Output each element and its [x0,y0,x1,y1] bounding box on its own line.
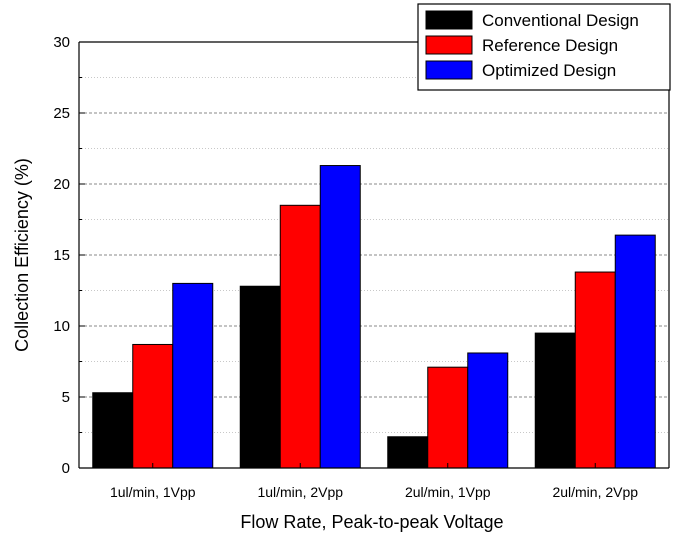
bar [320,166,360,468]
y-tick-label: 30 [53,34,70,51]
x-category-label: 1ul/min, 1Vpp [110,484,196,500]
bar [468,353,508,468]
bar [93,393,133,468]
x-category-label: 2ul/min, 2Vpp [552,484,638,500]
legend-label: Reference Design [482,36,618,55]
bar [133,344,173,468]
legend-label: Optimized Design [482,61,616,80]
y-tick-label: 20 [53,176,70,193]
bar [615,235,655,468]
legend-swatch [426,61,472,79]
y-tick-label: 0 [62,460,70,477]
x-category-label: 1ul/min, 2Vpp [257,484,343,500]
legend-label: Conventional Design [482,11,639,30]
bars [93,166,656,468]
bar [535,333,575,468]
x-category-label: 2ul/min, 1Vpp [405,484,491,500]
y-tick-label: 10 [53,318,70,335]
bar [240,286,280,468]
y-tick-label: 25 [53,105,70,122]
bar [388,437,428,468]
bar [575,272,615,468]
legend-swatch [426,36,472,54]
x-category-labels: 1ul/min, 1Vpp 1ul/min, 2Vpp 2ul/min, 1Vpp 2… [110,484,638,500]
y-tick-labels: 0 5 10 15 20 25 30 [53,34,70,477]
y-tick-label: 15 [53,247,70,264]
y-axis-title: Collection Efficiency (%) [12,158,32,352]
y-tick-label: 5 [62,389,70,406]
legend-swatch [426,11,472,29]
legend: Conventional Design Reference Design Optim… [418,4,670,90]
bar [280,205,320,468]
bar [428,367,468,468]
x-axis-title: Flow Rate, Peak-to-peak Voltage [240,512,503,532]
bar [173,283,213,468]
